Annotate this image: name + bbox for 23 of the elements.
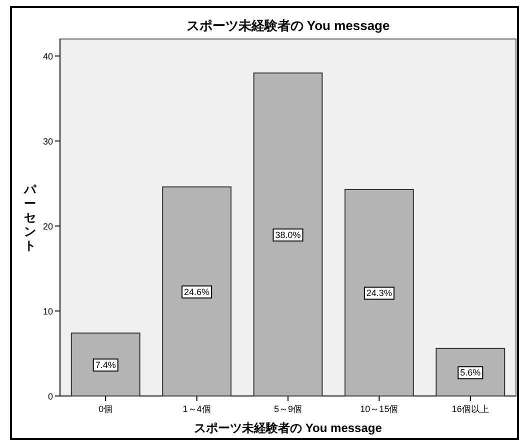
data-label: 5.6%	[460, 368, 481, 378]
x-tick-label: 16個以上	[452, 404, 489, 414]
bar	[70, 332, 140, 396]
x-tick-label: 1～4個	[182, 404, 211, 414]
x-tick-label: 10～15個	[360, 404, 398, 414]
y-tick-label: 0	[48, 392, 53, 402]
y-tick-label: 20	[42, 222, 53, 232]
data-label: 24.3%	[366, 288, 392, 298]
bar	[344, 188, 414, 396]
y-axis-title: パーセント	[23, 182, 37, 252]
data-label: 38.0%	[275, 230, 301, 240]
y-tick-label: 40	[42, 52, 53, 62]
x-tick-label: 0個	[98, 404, 113, 414]
data-label: 24.6%	[184, 286, 210, 297]
x-axis-title: スポーツ未経験者の You message	[194, 421, 382, 435]
bar	[162, 186, 232, 396]
bar	[436, 348, 506, 396]
y-tick-label: 10	[42, 306, 53, 316]
y-tick-label: 30	[42, 136, 53, 146]
chart-title: スポーツ未経験者の You message	[186, 18, 390, 33]
x-tick-label: 5～9個	[274, 404, 302, 414]
data-label: 7.4%	[95, 360, 116, 370]
bar	[253, 72, 323, 396]
